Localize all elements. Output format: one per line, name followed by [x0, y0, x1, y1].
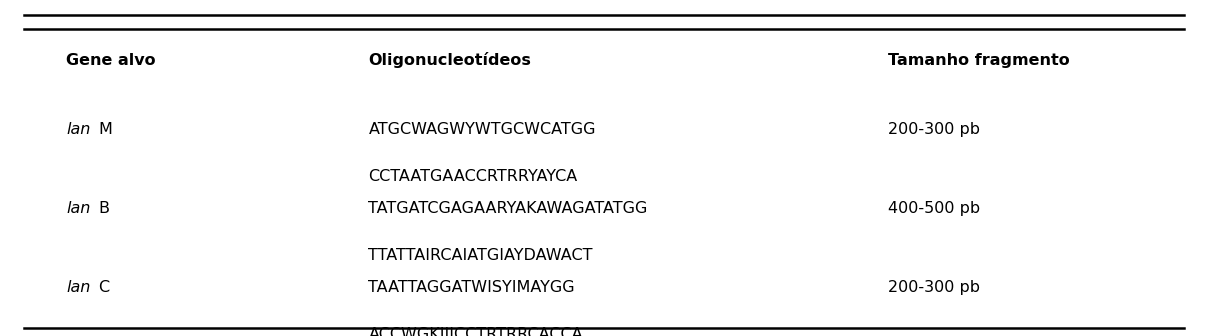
Text: 200-300 pb: 200-300 pb	[888, 280, 980, 295]
Text: 200-300 pb: 200-300 pb	[888, 122, 980, 137]
Text: TTATTAIRCAIATGIAYDAWACT: TTATTAIRCAIATGIAYDAWACT	[368, 248, 593, 263]
Text: ACCWGKIIICCTRTRRCACCA: ACCWGKIIICCTRTRRCACCA	[368, 327, 583, 336]
Text: lan: lan	[66, 122, 91, 137]
Text: CCTAATGAACCRTRRYAYCA: CCTAATGAACCRTRRYAYCA	[368, 169, 577, 184]
Text: TAATTAGGATWISYIMAYGG: TAATTAGGATWISYIMAYGG	[368, 280, 575, 295]
Text: lan: lan	[66, 201, 91, 216]
Text: Tamanho fragmento: Tamanho fragmento	[888, 53, 1069, 68]
Text: B: B	[98, 201, 109, 216]
Text: M: M	[98, 122, 112, 137]
Text: Gene alvo: Gene alvo	[66, 53, 156, 68]
Text: Oligonucleotídeos: Oligonucleotídeos	[368, 52, 532, 69]
Text: TATGATCGAGAARYAKAWAGATATGG: TATGATCGAGAARYAKAWAGATATGG	[368, 201, 647, 216]
Text: C: C	[98, 280, 109, 295]
Text: lan: lan	[66, 280, 91, 295]
Text: ATGCWAGWYWTGCWCATGG: ATGCWAGWYWTGCWCATGG	[368, 122, 596, 137]
Text: 400-500 pb: 400-500 pb	[888, 201, 980, 216]
